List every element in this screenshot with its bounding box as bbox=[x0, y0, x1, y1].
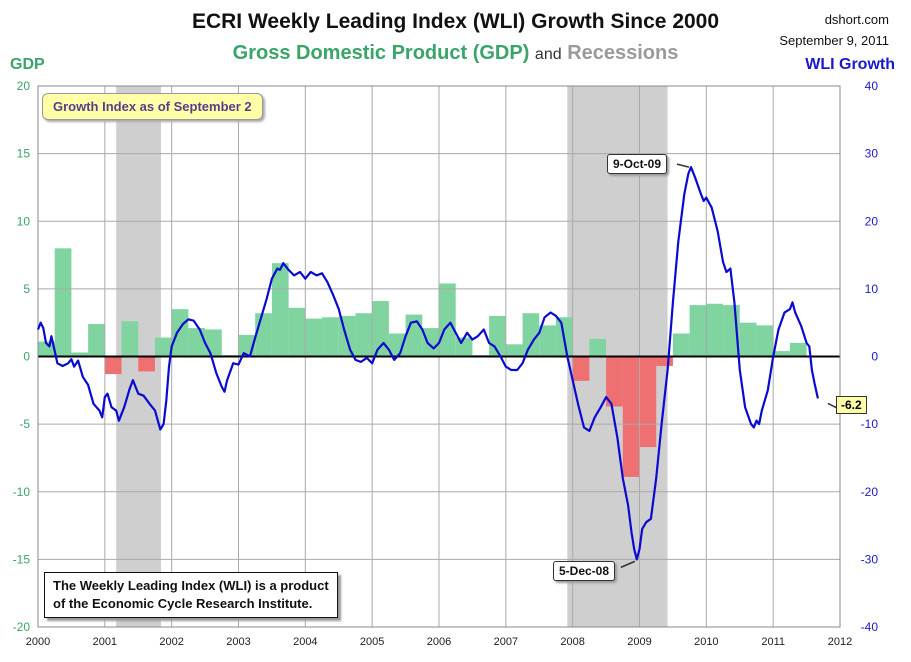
gdp-bar bbox=[54, 248, 72, 357]
wli-line bbox=[36, 166, 819, 561]
source-label: dshort.com bbox=[824, 12, 889, 27]
trough-pointer bbox=[620, 560, 636, 569]
gdp-bar bbox=[756, 325, 774, 357]
gdp-bar bbox=[522, 313, 540, 357]
gdp-bar bbox=[255, 313, 272, 357]
chart-title: ECRI Weekly Leading Index (WLI) Growth S… bbox=[191, 10, 720, 33]
x-tick-label: 2000 bbox=[26, 636, 50, 648]
left-tick-label: 10 bbox=[17, 214, 31, 228]
right-tick-label: -20 bbox=[861, 485, 879, 499]
gdp-bar bbox=[773, 351, 790, 357]
gdp-bar bbox=[455, 337, 473, 357]
gdp-bar bbox=[271, 263, 289, 357]
gdp-bar bbox=[422, 328, 439, 357]
gdp-bar bbox=[322, 317, 339, 357]
gdp-bar bbox=[672, 333, 690, 357]
gdp-bar bbox=[355, 313, 373, 357]
gdp-bar bbox=[121, 321, 139, 357]
x-tick-label: 2002 bbox=[159, 636, 183, 648]
right-tick-label: 40 bbox=[865, 79, 879, 93]
x-tick-label: 2007 bbox=[494, 636, 518, 648]
chart-subtitle: Gross Domestic Product (GDP) and Recessi… bbox=[0, 42, 911, 65]
gdp-bar bbox=[656, 356, 673, 366]
right-tick-label: -30 bbox=[861, 552, 879, 566]
x-tick-label: 2011 bbox=[761, 636, 785, 648]
right-tick-label: 20 bbox=[865, 214, 879, 228]
left-tick-label: 5 bbox=[23, 282, 30, 296]
gdp-bar bbox=[539, 325, 556, 357]
x-tick-label: 2001 bbox=[93, 636, 117, 648]
gdp-bar bbox=[606, 356, 623, 407]
trough-label: 5-Dec-08 bbox=[553, 561, 616, 581]
x-tick-label: 2004 bbox=[293, 636, 317, 648]
gdp-bar bbox=[205, 329, 222, 357]
gdp-bar bbox=[154, 337, 172, 357]
source-note: The Weekly Leading Index (WLI) is a prod… bbox=[44, 572, 338, 618]
gdp-bar bbox=[689, 305, 707, 357]
gdp-bar bbox=[706, 303, 724, 357]
peak-pointer bbox=[676, 163, 690, 168]
subtitle-gdp: Gross Domestic Product (GDP) bbox=[232, 42, 530, 64]
left-tick-label: 20 bbox=[17, 79, 31, 93]
gdp-bar bbox=[305, 318, 323, 357]
gdp-bar bbox=[88, 324, 105, 357]
gdp-bar bbox=[505, 344, 523, 357]
right-tick-label: 30 bbox=[865, 147, 879, 161]
right-tick-label: 0 bbox=[871, 350, 878, 364]
gdp-bar bbox=[639, 356, 657, 448]
gdp-bar bbox=[439, 283, 456, 357]
left-tick-label: -15 bbox=[13, 552, 31, 566]
left-axis-label: GDP bbox=[10, 56, 45, 73]
right-tick-label: 10 bbox=[865, 282, 879, 296]
x-tick-label: 2010 bbox=[694, 636, 718, 648]
left-tick-label: -5 bbox=[19, 417, 30, 431]
right-axis-label: WLI Growth bbox=[805, 56, 895, 73]
gdp-bar bbox=[622, 356, 640, 477]
gdp-bar bbox=[188, 328, 206, 357]
subtitle-and: and bbox=[534, 46, 562, 63]
x-tick-label: 2012 bbox=[828, 636, 852, 648]
source-note-line2: of the Economic Cycle Research Institute… bbox=[53, 596, 313, 611]
gdp-bar bbox=[138, 356, 155, 372]
plot-frame bbox=[37, 85, 841, 628]
left-tick-label: 15 bbox=[17, 147, 31, 161]
gdp-bar bbox=[104, 356, 122, 375]
growth-index-callout: Growth Index as of September 2 bbox=[42, 93, 263, 120]
x-tick-label: 2003 bbox=[226, 636, 250, 648]
source-note-line1: The Weekly Leading Index (WLI) is a prod… bbox=[53, 578, 329, 593]
x-tick-label: 2005 bbox=[360, 636, 384, 648]
right-tick-label: -40 bbox=[861, 620, 879, 634]
left-tick-label: -20 bbox=[13, 620, 31, 634]
date-label: September 9, 2011 bbox=[779, 33, 889, 48]
gdp-bar bbox=[572, 356, 590, 381]
left-tick-label: 0 bbox=[23, 350, 30, 364]
gdp-bar bbox=[405, 314, 423, 357]
gdp-bar bbox=[789, 342, 807, 357]
gdp-bar bbox=[288, 307, 306, 357]
gdp-bar bbox=[372, 301, 389, 357]
gdp-bar bbox=[589, 338, 607, 357]
gdp-bar bbox=[171, 309, 189, 357]
right-tick-label: -10 bbox=[861, 417, 879, 431]
gdp-bar bbox=[71, 352, 89, 357]
x-tick-label: 2006 bbox=[427, 636, 451, 648]
x-tick-label: 2009 bbox=[627, 636, 651, 648]
subtitle-recessions: Recessions bbox=[567, 42, 679, 64]
peak-label: 9-Oct-09 bbox=[607, 154, 668, 174]
last-value-label: -6.2 bbox=[836, 396, 867, 414]
gdp-bar bbox=[739, 322, 757, 357]
left-tick-label: -10 bbox=[13, 485, 31, 499]
x-tick-label: 2008 bbox=[560, 636, 584, 648]
